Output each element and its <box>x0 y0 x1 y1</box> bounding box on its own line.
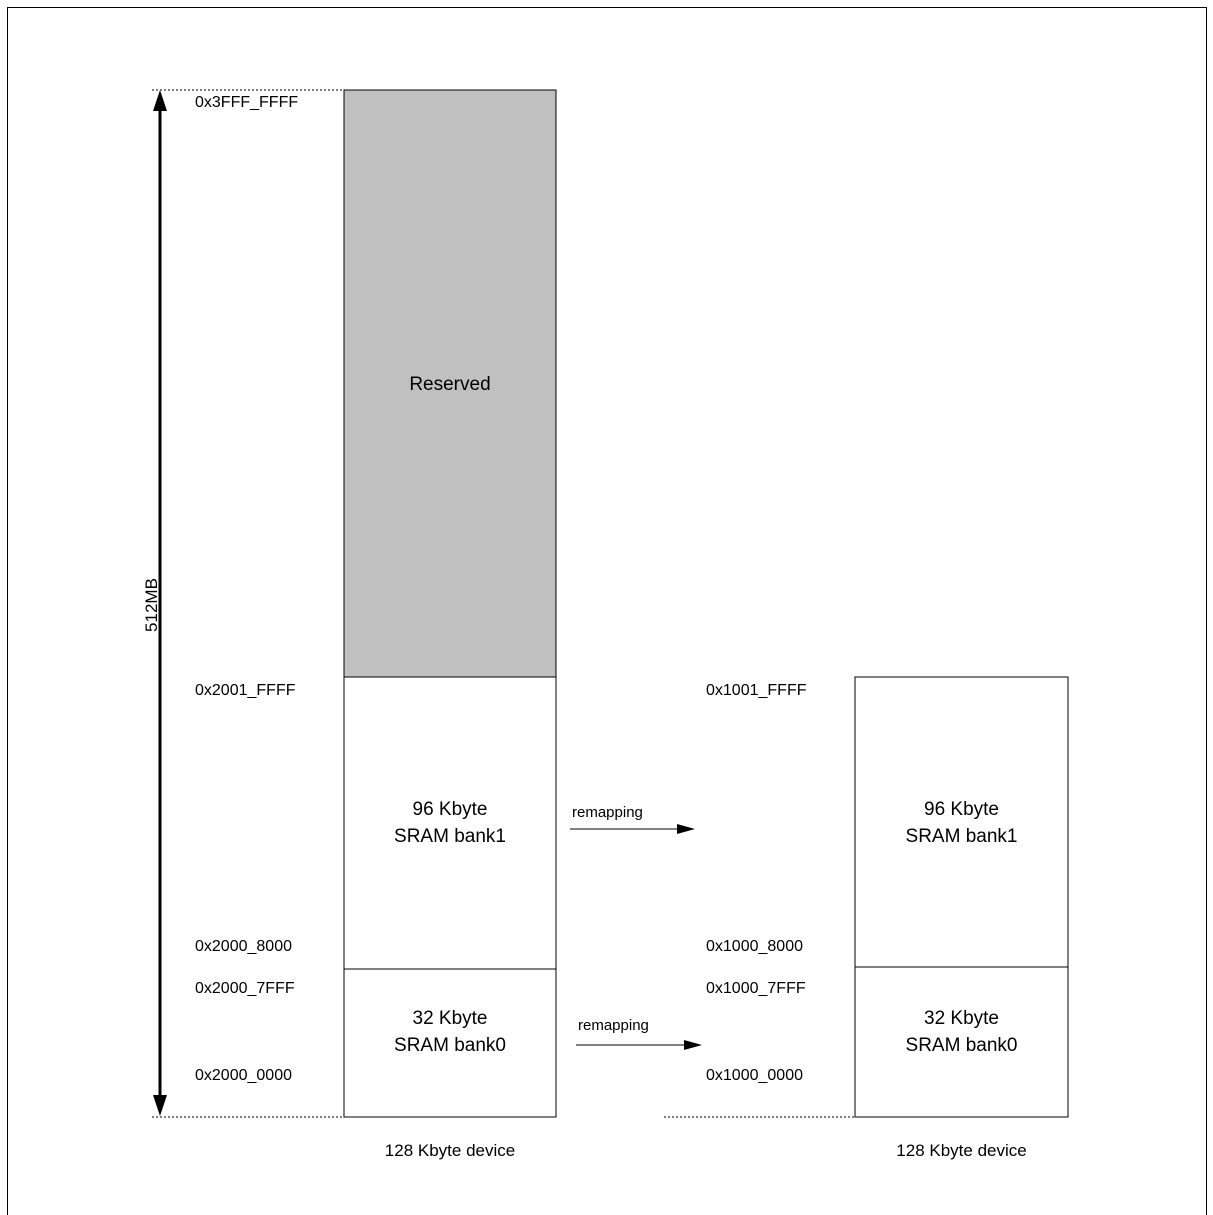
address-left-bank1-bottom: 0x2000_8000 <box>195 938 292 955</box>
address-left-bank0-bottom: 0x2000_0000 <box>195 1067 292 1084</box>
figure-frame <box>7 7 1207 1215</box>
right-device-caption: 128 Kbyte device <box>896 1141 1027 1160</box>
left-device-caption: 128 Kbyte device <box>384 1141 516 1160</box>
lower-remap-arrow-head <box>684 1040 702 1050</box>
left-bank0-name: SRAM bank0 <box>394 1034 506 1056</box>
address-right-bank1-bottom: 0x1000_8000 <box>706 938 803 955</box>
left-bank1-size: 96 Kbyte <box>412 799 488 820</box>
address-left-bank0-top: 0x2000_7FFF <box>195 980 295 997</box>
right-bank1-label: 96 Kbyte SRAM bank1 <box>855 797 1068 851</box>
address-top: 0x3FFF_FFFF <box>195 94 299 111</box>
right-bank1-region <box>854 676 1069 968</box>
right-bank1-name: SRAM bank1 <box>905 825 1018 847</box>
reserved-label: Reserved <box>409 374 491 395</box>
lower-remap-label: remapping <box>578 1017 649 1034</box>
upper-remap-arrow-head <box>677 824 695 834</box>
size-arrow-up-head <box>153 90 167 111</box>
right-bank0-label: 32 Kbyte SRAM bank0 <box>855 1006 1068 1060</box>
left-bank1-region <box>343 676 557 970</box>
right-bank0-name: SRAM bank0 <box>905 1034 1018 1056</box>
right-bank0-region <box>854 966 1069 1118</box>
upper-remap-label: remapping <box>572 804 643 821</box>
size-label: 512MB <box>142 578 161 632</box>
address-right-bank0-bottom: 0x1000_0000 <box>706 1067 803 1084</box>
address-left-bank1-top: 0x2001_FFFF <box>195 682 296 699</box>
left-bank0-size: 32 Kbyte <box>412 1008 488 1029</box>
address-right-bank1-top: 0x1001_FFFF <box>706 682 807 699</box>
left-bank0-region <box>343 968 557 1118</box>
left-bank0-label: 32 Kbyte SRAM bank0 <box>344 1006 556 1060</box>
left-bank1-label: 96 Kbyte SRAM bank1 <box>344 797 556 851</box>
address-right-bank0-top: 0x1000_7FFF <box>706 980 806 997</box>
size-arrow-down-head <box>153 1095 167 1116</box>
right-bank0-size: 32 Kbyte <box>924 1008 999 1029</box>
right-bank1-size: 96 Kbyte <box>924 799 999 820</box>
left-bank1-name: SRAM bank1 <box>394 825 506 847</box>
